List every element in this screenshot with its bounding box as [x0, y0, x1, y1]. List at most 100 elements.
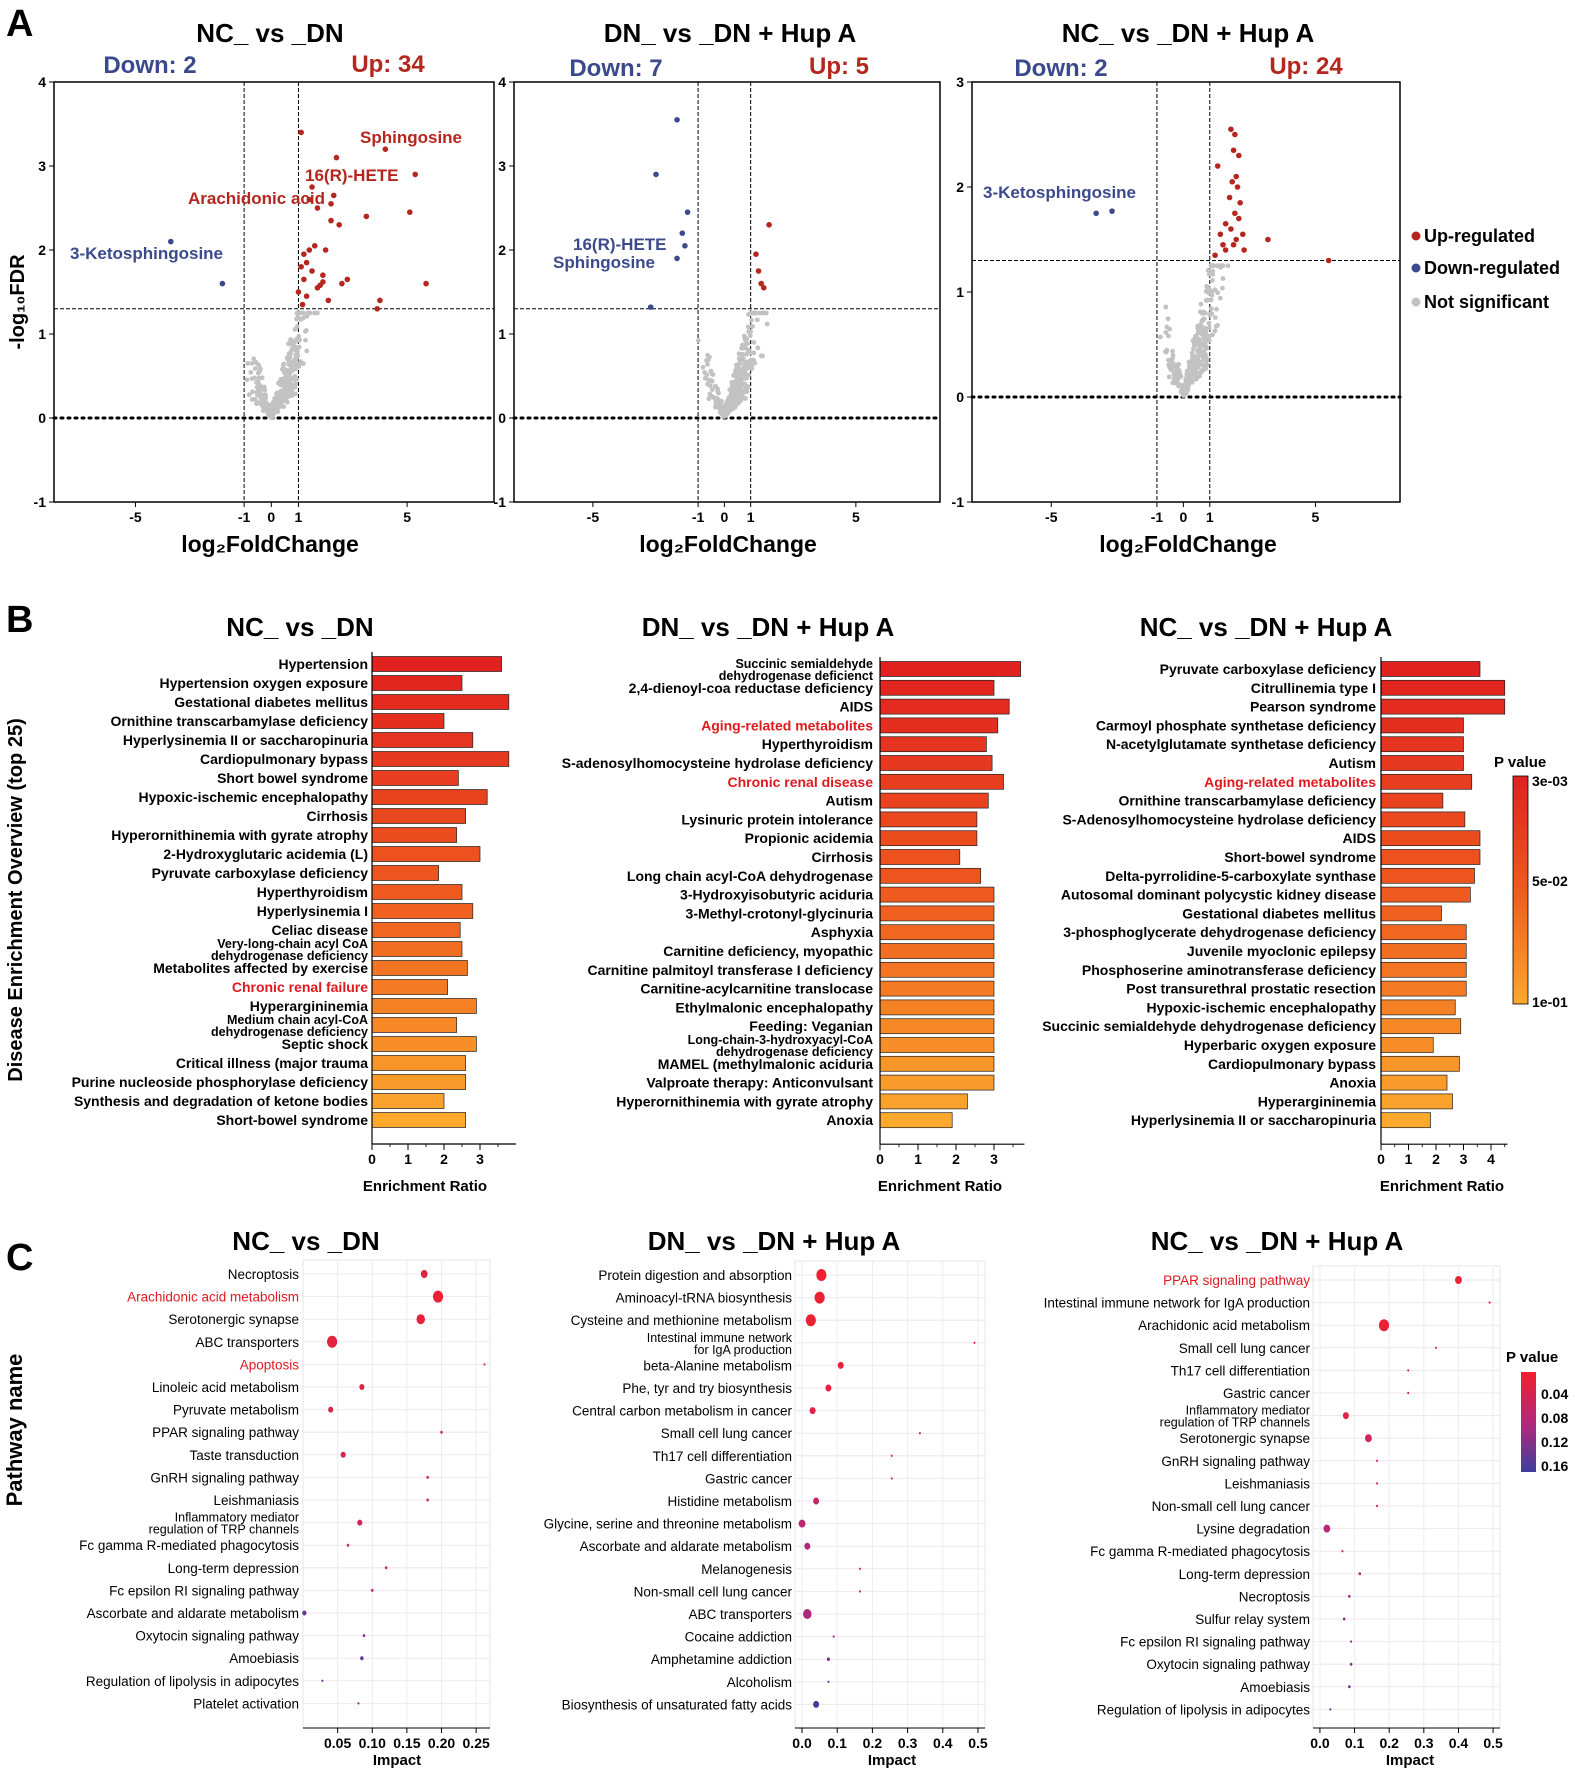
- pathway-label: Regulation of lipolysis in adipocytes: [1097, 1702, 1310, 1717]
- up-regulated-point: [330, 192, 337, 199]
- ns-point: [262, 387, 268, 393]
- up-regulated-point: [344, 276, 351, 283]
- down-regulated-point: [647, 304, 654, 310]
- enrichment-bar-gestational-diabetes-mellitus: [371, 694, 510, 710]
- ns-point: [1170, 348, 1175, 354]
- ns-point: [303, 328, 309, 333]
- enrichment-chart-3: Pyruvate carboxylase deficiency Citrullin…: [1042, 657, 1508, 1167]
- down-regulated-point: [674, 255, 680, 262]
- enrichment-bar-pyruvate-carboxylase-deficiency: [1380, 661, 1481, 677]
- ns-point: [755, 345, 761, 351]
- up-regulated-point: [325, 297, 332, 304]
- up-regulated-point: [339, 280, 345, 287]
- ns-point: [289, 366, 295, 371]
- pathway-2-title: DN_ vs _DN + Hup A: [648, 1226, 901, 1256]
- enrichment-label: dehydrogenase deficienct: [719, 669, 874, 683]
- up-regulated-point: [295, 289, 302, 295]
- legend-down-dot: [1411, 263, 1421, 273]
- pathway-bubble-aminoacyl-trna-biosynthesis: [814, 1291, 825, 1304]
- enrichment-label: Phosphoserine aminotransferase deficienc…: [1082, 962, 1376, 978]
- enrichment-label: MAMEL (methylmalonic aciduria: [658, 1056, 873, 1072]
- enrichment-label: 3-Hydroxyisobutyric aciduria: [680, 887, 873, 903]
- legend-ns-dot: [1411, 297, 1421, 307]
- enrichment-3-title: NC_ vs _DN + Hup A: [1140, 612, 1393, 642]
- ns-point: [1176, 368, 1182, 373]
- enrichment-bar-very-long-chain-acyl-coa-dehydrogenase-deficiency: [371, 941, 463, 957]
- pathway-label: Long-term depression: [168, 1561, 299, 1576]
- ns-point: [282, 367, 288, 372]
- pathway-x-tick-label: 0.3: [898, 1735, 918, 1751]
- enrichment-bar-aging-related-metabolites: [879, 717, 999, 734]
- enrichment-label: Feeding: Veganian: [749, 1018, 873, 1034]
- enrichment-label: Delta-pyrrolidine-5-carboxylate synthase: [1105, 868, 1376, 884]
- enrichment-colorbar-tick-1: 3e-03: [1532, 773, 1568, 789]
- ns-point: [1206, 338, 1212, 343]
- enrichment-bar-mamel-methylmalonic-aciduria: [879, 1055, 995, 1072]
- enrichment-label: Aging-related metabolites: [1204, 774, 1376, 790]
- pathway-bubble-necroptosis: [1348, 1594, 1351, 1598]
- pathway-bubble-pyruvate-metabolism: [328, 1406, 334, 1413]
- up-regulated-point: [1229, 178, 1236, 185]
- up-regulated-point: [301, 251, 307, 257]
- ns-point: [750, 310, 756, 316]
- pathway-label: Serotonergic synapse: [168, 1312, 299, 1327]
- pathway-label: Fc gamma R-mediated phagocytosis: [79, 1538, 299, 1553]
- pathway-label: Small cell lung cancer: [661, 1426, 793, 1441]
- enrichment-label: Synthesis and degradation of ketone bodi…: [74, 1093, 368, 1109]
- ns-point: [760, 353, 765, 359]
- y-tick-label: 3: [498, 158, 506, 174]
- x-tick-label: -5: [587, 509, 600, 525]
- pathway-label: Ascorbate and aldarate metabolism: [87, 1606, 299, 1621]
- up-regulated-point: [328, 217, 334, 224]
- enrichment-bar-hyperornithinemia-with-gyrate-atrophy: [879, 1093, 968, 1110]
- ns-point: [702, 375, 708, 381]
- ns-point: [296, 338, 302, 343]
- pathway-plot-area: [1312, 1265, 1501, 1729]
- pathway-bubble-necroptosis: [420, 1270, 428, 1278]
- enrichment-bar-hyperbaric-oxygen-exposure: [1380, 1037, 1434, 1053]
- panel-c-pathway-analysis: Pathway name NC_ vs _DN DN_ vs _DN + Hup…: [2, 1226, 1568, 1769]
- enrichment-label: Post transurethral prostatic resection: [1126, 981, 1376, 997]
- ns-point: [286, 382, 292, 388]
- up-regulated-point: [374, 306, 381, 312]
- volcano-1-ylabel: -log₁₀FDR: [7, 254, 29, 350]
- enrichment-label: Hyperbaric oxygen exposure: [1184, 1037, 1376, 1053]
- down-regulated-point: [167, 238, 174, 245]
- ns-point: [738, 378, 743, 384]
- enrichment-bar-ethylmalonic-encephalopathy: [879, 999, 995, 1016]
- enrichment-label: AIDS: [840, 699, 873, 715]
- volcano-1-title: NC_ vs _DN: [196, 18, 343, 48]
- pathway-bubble-leishmaniasis: [1376, 1482, 1379, 1485]
- enrichment-bar-anoxia: [1380, 1074, 1448, 1091]
- ns-point: [737, 358, 743, 364]
- ns-point: [1217, 295, 1223, 301]
- ns-point: [757, 310, 763, 316]
- ns-point: [705, 381, 710, 387]
- legend-up-label: Up-regulated: [1424, 226, 1535, 246]
- ns-point: [1210, 271, 1215, 277]
- ns-point: [290, 375, 296, 381]
- ns-point: [257, 369, 262, 374]
- pathway-label: GnRH signaling pathway: [150, 1470, 299, 1485]
- enrichment-label: Autism: [826, 793, 873, 809]
- ns-point: [1203, 297, 1209, 303]
- enrichment-label: dehydrogenase deficiency: [716, 1045, 873, 1059]
- enrichment-label: Pyruvate carboxylase deficiency: [1160, 661, 1377, 677]
- x-tick-label: 5: [852, 509, 860, 525]
- enrichment-x-tick-label: 0: [368, 1151, 376, 1167]
- down-regulated-point: [674, 117, 680, 123]
- volcano-3-title: NC_ vs _DN + Hup A: [1062, 18, 1315, 48]
- ns-point: [1195, 359, 1201, 365]
- pathway-bubble-intestinal-immune-network-for-iga-production: [973, 1341, 976, 1345]
- pathway-bubble-inflammatory-mediator-regulation-of-trp-channels: [1342, 1412, 1349, 1420]
- enrichment-bar-hypertension: [371, 656, 502, 672]
- enrichment-bar-n-acetylglutamate-synthetase-deficiency: [1380, 736, 1464, 753]
- enrichment-label: Hypoxic-ischemic encephalopathy: [138, 789, 368, 805]
- legend-up-dot: [1411, 231, 1421, 241]
- panel-letter-c: C: [6, 1237, 33, 1279]
- pathway-label: ABC transporters: [688, 1607, 792, 1622]
- enrichment-label: Septic shock: [282, 1036, 369, 1052]
- up-regulated-point: [758, 280, 764, 287]
- pathway-colorbar-gradient: [1521, 1372, 1536, 1472]
